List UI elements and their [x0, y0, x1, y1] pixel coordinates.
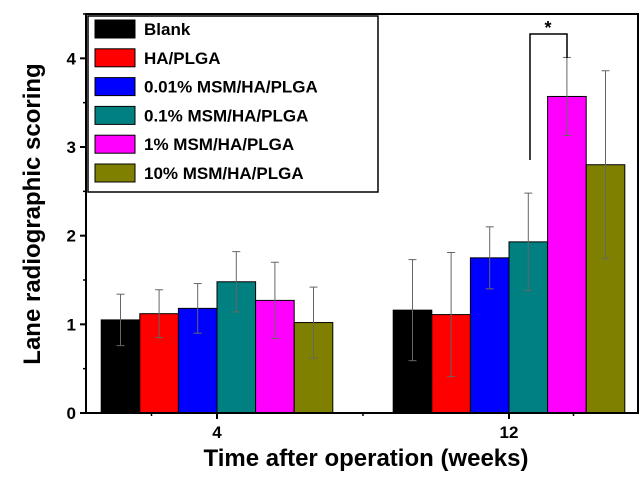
legend-label: 0.01% MSM/HA/PLGA — [144, 78, 318, 97]
legend-label: 0.1% MSM/HA/PLGA — [144, 106, 308, 125]
significance-star: * — [544, 18, 551, 38]
bar — [547, 95, 587, 414]
legend-label: Blank — [144, 20, 191, 39]
legend-label: 1% MSM/HA/PLGA — [144, 135, 294, 154]
y-tick-label: 4 — [67, 49, 77, 68]
plot-frame — [85, 13, 639, 414]
y-tick-label: 0 — [67, 404, 76, 423]
x-tick-label: 4 — [212, 423, 222, 442]
legend-label: HA/PLGA — [144, 49, 221, 68]
y-axis-title: Lane radiographic scoring — [19, 63, 46, 364]
significance-bracket — [529, 33, 568, 160]
legend-box — [87, 15, 379, 193]
legend-swatch — [94, 163, 136, 183]
y-tick-label: 2 — [67, 227, 76, 246]
y-tick-label: 1 — [67, 315, 76, 334]
legend: Blank HA/PLGA 0.01% MSM/HA/PLGA 0.1% MSM/HA… — [87, 15, 379, 193]
x-tick-label: 12 — [500, 423, 519, 442]
significance-annotation: * — [529, 18, 568, 160]
legend-swatch — [94, 19, 136, 39]
legend-swatch — [94, 105, 136, 125]
legend-swatch — [94, 134, 136, 154]
x-axis-title: Time after operation (weeks) — [204, 445, 529, 472]
legend-swatch — [94, 48, 136, 68]
legend-label: 10% MSM/HA/PLGA — [144, 164, 304, 183]
y-tick-label: 3 — [67, 138, 76, 157]
legend-swatch — [94, 77, 136, 97]
